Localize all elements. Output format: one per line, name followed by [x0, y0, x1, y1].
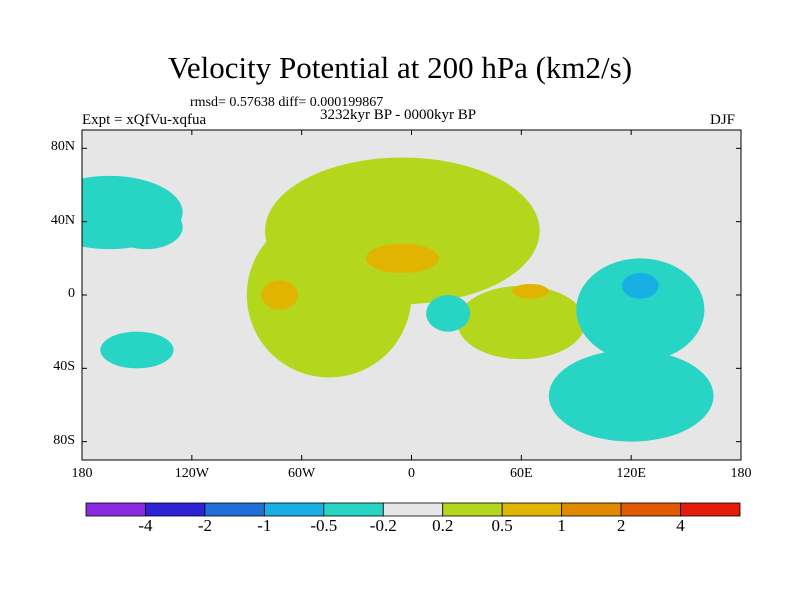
colorbar-swatch [204, 502, 265, 517]
y-tick-label: 80N [50, 139, 75, 155]
x-tick-label: 0 [408, 466, 415, 481]
colorbar-swatch [561, 502, 622, 517]
colorbar-label: -1 [257, 516, 272, 535]
period-label: 3232kyr BP - 0000kyr BP [320, 107, 477, 123]
stats-label: rmsd= 0.57638 diff= 0.000199867 [190, 95, 384, 110]
anomaly-region [283, 240, 394, 350]
colorbar-label: -4 [138, 516, 153, 535]
x-tick-label: 180 [71, 466, 93, 481]
x-tick-label: 60E [510, 466, 533, 481]
colorbar-swatch [323, 502, 384, 517]
x-tick-label: 60W [288, 466, 316, 481]
anomaly-region [548, 350, 714, 442]
colorbar-label: 0.2 [432, 516, 454, 535]
anomaly-region [457, 285, 586, 360]
x-tick-label: 120E [616, 466, 646, 481]
colorbar-swatch [442, 502, 503, 517]
anomaly-region [100, 331, 174, 369]
colorbar-label: -0.2 [369, 516, 397, 535]
colorbar-swatch [680, 502, 741, 517]
anomaly-region [82, 175, 183, 250]
colorbar-label: 4 [676, 516, 685, 535]
y-tick-label: 80S [53, 432, 75, 448]
anomaly-region [622, 273, 659, 299]
colorbar-label: -2 [197, 516, 212, 535]
anomaly-region [512, 284, 549, 299]
colorbar-swatch [620, 502, 681, 517]
anomaly-region [365, 243, 439, 273]
contour-field [82, 130, 741, 460]
y-tick-label: 40S [53, 359, 75, 375]
experiment-label: Expt = xQfVu-xqfua [82, 112, 207, 128]
colorbar-label: 2 [616, 516, 626, 535]
y-tick-label: 0 [68, 286, 75, 301]
colorbar-swatch [382, 502, 444, 517]
anomaly-region [576, 258, 705, 361]
anomaly-region [426, 295, 471, 332]
x-tick-label: 180 [730, 466, 752, 481]
colorbar-label: 0.5 [491, 516, 513, 535]
y-tick-label: 40N [50, 212, 75, 228]
colorbar-label: 1 [557, 516, 566, 535]
colorbar-label: -0.5 [310, 516, 338, 535]
colorbar-swatch [263, 502, 325, 517]
x-tick-label: 120W [174, 466, 209, 481]
colorbar-swatch [501, 502, 563, 517]
colorbar-swatch [85, 502, 146, 517]
chart-title: Velocity Potential at 200 hPa (km2/s) [167, 50, 633, 85]
season-label: DJF [710, 112, 736, 128]
colorbar-swatch [145, 502, 206, 517]
anomaly-region [261, 280, 299, 310]
